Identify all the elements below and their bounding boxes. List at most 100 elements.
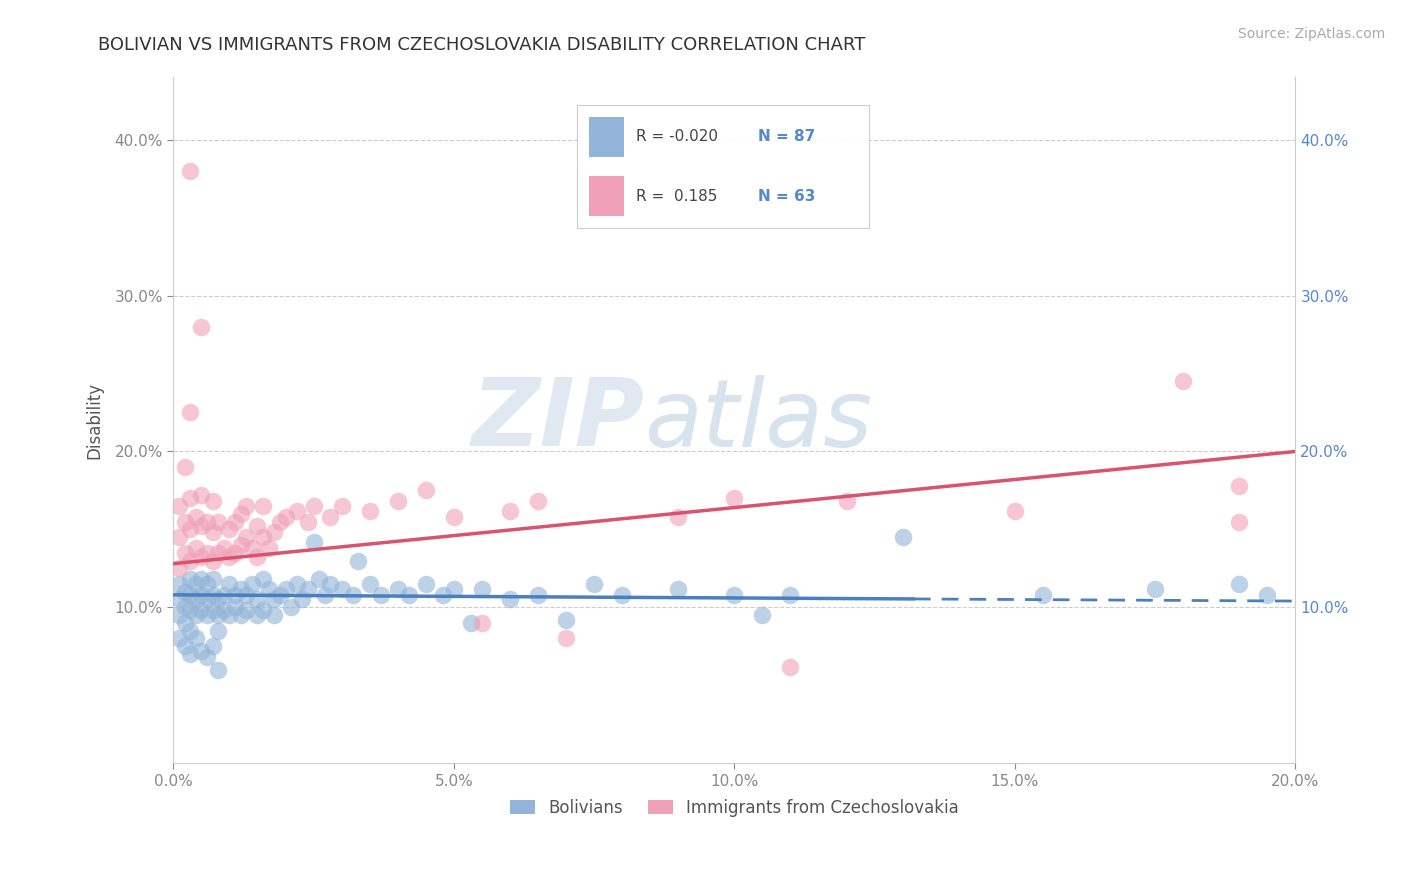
Point — [201, 553, 224, 567]
Point — [240, 577, 263, 591]
Point — [257, 541, 280, 555]
Point — [723, 588, 745, 602]
Point — [195, 650, 218, 665]
Point — [212, 603, 235, 617]
Point — [173, 615, 195, 630]
Point — [167, 608, 190, 623]
Point — [274, 582, 297, 596]
Point — [583, 577, 606, 591]
Point — [1144, 582, 1167, 596]
Point — [555, 613, 578, 627]
Point — [218, 550, 240, 565]
Point — [190, 603, 212, 617]
Point — [167, 577, 190, 591]
Point — [252, 603, 274, 617]
Point — [173, 546, 195, 560]
Point — [212, 588, 235, 602]
Point — [235, 499, 257, 513]
Point — [218, 577, 240, 591]
Point — [471, 615, 494, 630]
Point — [471, 582, 494, 596]
Point — [342, 588, 364, 602]
Point — [460, 615, 482, 630]
Point — [779, 588, 801, 602]
Point — [179, 553, 201, 567]
Point — [612, 588, 634, 602]
Point — [229, 582, 252, 596]
Point — [167, 592, 190, 607]
Point — [1173, 374, 1195, 388]
Point — [184, 592, 207, 607]
Point — [302, 534, 325, 549]
Y-axis label: Disability: Disability — [86, 382, 103, 458]
Point — [201, 494, 224, 508]
Point — [184, 577, 207, 591]
Point — [224, 588, 246, 602]
Point — [415, 483, 437, 498]
Text: atlas: atlas — [644, 375, 873, 466]
Point — [285, 504, 308, 518]
Point — [347, 553, 370, 567]
Point — [666, 509, 689, 524]
Point — [555, 632, 578, 646]
Point — [302, 499, 325, 513]
Point — [235, 603, 257, 617]
Point — [723, 491, 745, 506]
Point — [179, 572, 201, 586]
Point — [167, 530, 190, 544]
Point — [212, 541, 235, 555]
Point — [190, 319, 212, 334]
Point — [201, 588, 224, 602]
Point — [179, 405, 201, 419]
Point — [179, 647, 201, 661]
Point — [207, 608, 229, 623]
Point — [330, 582, 353, 596]
Point — [1032, 588, 1054, 602]
Point — [173, 639, 195, 653]
Point — [173, 460, 195, 475]
Point — [184, 509, 207, 524]
Point — [443, 582, 465, 596]
Point — [173, 584, 195, 599]
Point — [190, 550, 212, 565]
Point — [246, 519, 269, 533]
Point — [257, 582, 280, 596]
Point — [201, 525, 224, 540]
Point — [235, 530, 257, 544]
Point — [190, 588, 212, 602]
Point — [330, 499, 353, 513]
Point — [179, 522, 201, 536]
Point — [835, 494, 858, 508]
Point — [218, 608, 240, 623]
Point — [190, 519, 212, 533]
Point — [274, 509, 297, 524]
Point — [252, 499, 274, 513]
Point — [184, 632, 207, 646]
Point — [1256, 588, 1278, 602]
Point — [207, 546, 229, 560]
Point — [224, 515, 246, 529]
Point — [201, 639, 224, 653]
Point — [751, 608, 773, 623]
Point — [224, 600, 246, 615]
Point — [398, 588, 420, 602]
Point — [173, 600, 195, 615]
Point — [195, 515, 218, 529]
Point — [195, 577, 218, 591]
Point — [224, 546, 246, 560]
Point — [779, 659, 801, 673]
Point — [195, 608, 218, 623]
Text: Source: ZipAtlas.com: Source: ZipAtlas.com — [1237, 27, 1385, 41]
Point — [184, 608, 207, 623]
Point — [359, 577, 381, 591]
Point — [666, 582, 689, 596]
Point — [240, 541, 263, 555]
Point — [179, 588, 201, 602]
Point — [190, 644, 212, 658]
Point — [190, 572, 212, 586]
Point — [179, 624, 201, 638]
Point — [218, 522, 240, 536]
Point — [308, 572, 330, 586]
Point — [235, 588, 257, 602]
Point — [269, 588, 291, 602]
